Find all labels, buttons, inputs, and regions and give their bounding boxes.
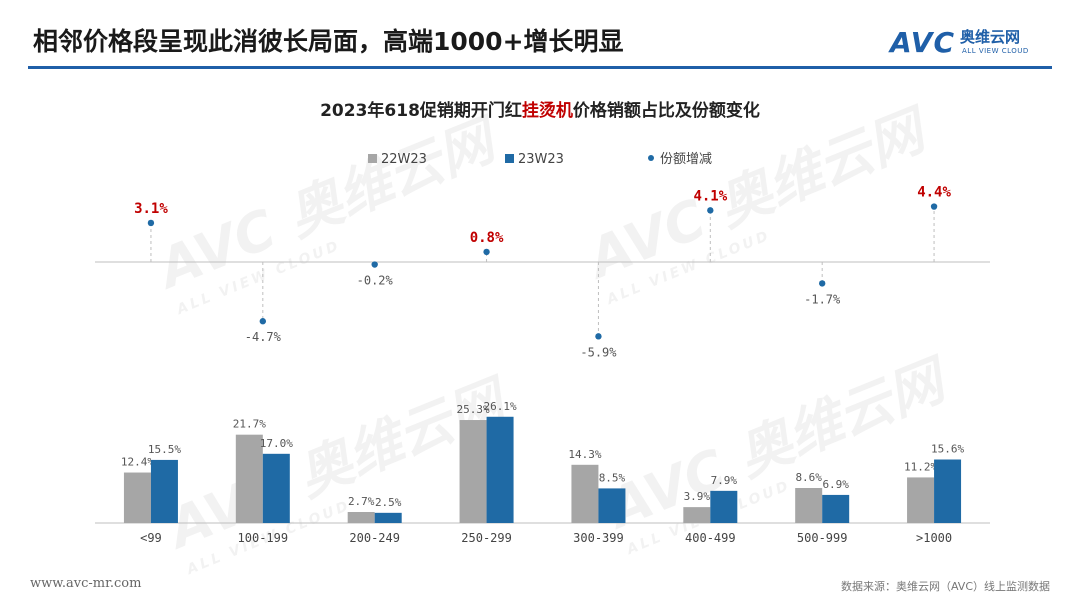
legend-swatch-3 [648, 155, 654, 161]
bar-22w23 [571, 464, 599, 523]
bar-value-label: 15.5% [148, 443, 181, 456]
footer-website: www.avc-mr.com [30, 576, 142, 591]
bar-23w23 [710, 490, 738, 523]
change-point [259, 318, 267, 325]
bar-22w23 [683, 507, 711, 523]
bar-value-label: 12.4% [121, 456, 154, 469]
change-point [371, 261, 378, 268]
bar-22w23 [907, 477, 935, 523]
bar-23w23 [822, 494, 850, 523]
change-label: -1.7% [804, 292, 841, 306]
category-tick-label: 400-499 [685, 531, 736, 545]
change-point [818, 280, 826, 287]
change-label: 4.4% [917, 185, 951, 201]
legend-swatch-1 [368, 154, 377, 163]
change-point [147, 219, 155, 227]
bar-value-label: 14.3% [568, 448, 601, 461]
bar-value-label: 3.9% [684, 490, 711, 503]
legend-label-1: 22W23 [381, 152, 427, 167]
change-label: -4.7% [245, 330, 282, 344]
bar-value-label: 2.5% [375, 496, 402, 509]
title-divider [28, 66, 1052, 69]
bar-22w23 [235, 434, 263, 523]
bar-value-label: 15.6% [931, 443, 964, 456]
logo-cn: 奥维云网 [960, 28, 1021, 46]
bar-value-label: 6.9% [822, 478, 849, 491]
bar-value-label: 17.0% [260, 437, 293, 450]
category-tick-label: >1000 [916, 531, 952, 545]
bar-23w23 [262, 453, 290, 523]
legend-swatch-2 [505, 154, 514, 163]
bar-value-label: 11.2% [904, 460, 937, 473]
category-tick-label: <99 [140, 531, 162, 545]
change-point [483, 248, 490, 256]
bar-value-label: 8.5% [599, 471, 626, 484]
logo-mark: AVC [890, 26, 955, 59]
category-tick-label: 300-399 [573, 531, 624, 545]
category-tick-label: 250-299 [461, 531, 512, 545]
logo-en: ALL VIEW CLOUD [962, 47, 1029, 55]
category-tick-label: 500-999 [797, 531, 848, 545]
change-point [930, 203, 938, 210]
change-point [595, 333, 602, 340]
avc-logo: AVC 奥维云网 ALL VIEW CLOUD [890, 26, 1050, 60]
change-label: 4.1% [693, 188, 727, 204]
bar-23w23 [150, 459, 178, 523]
category-tick-label: 100-199 [238, 531, 289, 545]
bar-22w23 [459, 420, 487, 523]
change-label: 0.8% [470, 230, 504, 246]
legend-label-3: 份额增减 [660, 152, 712, 167]
bar-value-label: 26.1% [484, 400, 517, 413]
chart-title-highlight: 挂烫机 [521, 101, 573, 121]
page-title: 相邻价格段呈现此消彼长局面，高端1000+增长明显 [33, 27, 624, 56]
chart-title-part-1: 2023年618促销期开门红 [320, 101, 522, 121]
bar-value-label: 2.7% [348, 495, 375, 508]
bar-23w23 [598, 488, 626, 523]
category-tick-label: 200-249 [349, 531, 400, 545]
bar-value-label: 25.3% [457, 403, 490, 416]
change-label: -5.9% [580, 345, 617, 359]
bar-23w23 [486, 416, 514, 523]
bar-value-label: 8.6% [795, 471, 822, 484]
bar-23w23 [934, 459, 962, 523]
bar-23w23 [374, 512, 402, 523]
bar-value-label: 21.7% [233, 418, 266, 431]
bar-value-label: 7.9% [711, 474, 738, 487]
bar-22w23 [123, 472, 151, 523]
change-label: 3.1% [134, 201, 168, 217]
legend-label-2: 23W23 [518, 152, 564, 167]
bar-22w23 [347, 512, 375, 523]
change-label: -0.2% [357, 274, 394, 288]
chart-title: 2023年618促销期开门红挂烫机价格销额占比及份额变化 [0, 96, 1080, 121]
footer-source: 数据来源：奥维云网（AVC）线上监测数据 [840, 580, 1050, 593]
chart-title-part-3: 价格销额占比及份额变化 [572, 101, 760, 121]
change-point [707, 207, 714, 214]
bar-22w23 [795, 487, 823, 523]
